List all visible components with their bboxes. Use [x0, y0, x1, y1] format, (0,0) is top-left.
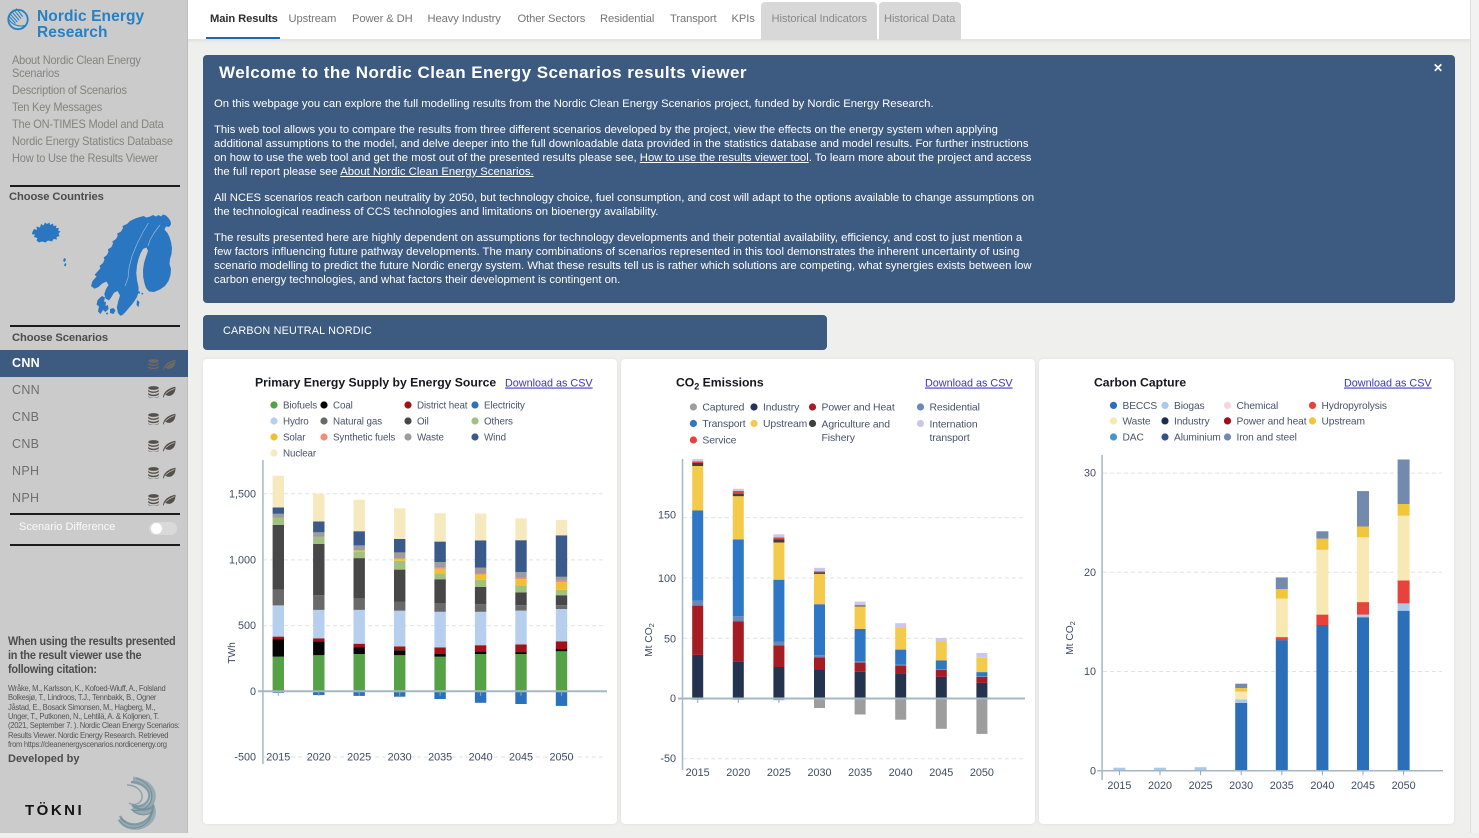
svg-text:2045: 2045 — [1351, 780, 1375, 792]
svg-text:BECCS: BECCS — [1123, 401, 1158, 412]
svg-text:2025: 2025 — [767, 767, 791, 779]
svg-text:2015: 2015 — [686, 767, 710, 779]
svg-text:Fishery: Fishery — [822, 433, 856, 444]
svg-text:Hydro: Hydro — [283, 417, 309, 428]
svg-text:Residential: Residential — [930, 403, 980, 414]
svg-text:Agriculture and: Agriculture and — [822, 419, 891, 430]
svg-text:Nuclear: Nuclear — [283, 449, 317, 460]
svg-text:0: 0 — [250, 686, 256, 698]
svg-text:Iron and steel: Iron and steel — [1237, 433, 1297, 444]
svg-text:500: 500 — [238, 620, 256, 632]
svg-text:10: 10 — [1084, 666, 1096, 678]
svg-text:Carbon Capture: Carbon Capture — [1094, 376, 1186, 390]
svg-text:Natural gas: Natural gas — [333, 417, 382, 428]
svg-text:Aluminium: Aluminium — [1174, 433, 1221, 444]
svg-text:Primary Energy Supply by Energ: Primary Energy Supply by Energy Source — [255, 376, 496, 390]
svg-text:Chemical: Chemical — [1237, 401, 1279, 412]
svg-text:2030: 2030 — [807, 767, 831, 779]
svg-text:Mt CO2: Mt CO2 — [644, 623, 656, 657]
svg-text:2030: 2030 — [388, 752, 412, 764]
svg-text:Oil: Oil — [417, 417, 429, 428]
svg-text:2025: 2025 — [347, 752, 371, 764]
svg-text:2040: 2040 — [469, 752, 493, 764]
svg-text:District heat: District heat — [417, 401, 468, 412]
svg-text:20: 20 — [1084, 567, 1096, 579]
svg-text:2030: 2030 — [1229, 780, 1253, 792]
svg-text:Service: Service — [702, 436, 736, 447]
svg-text:2020: 2020 — [1148, 780, 1172, 792]
svg-text:Hydropyrolysis: Hydropyrolysis — [1322, 401, 1387, 412]
svg-text:2020: 2020 — [307, 752, 331, 764]
svg-text:CO2 Emissions: CO2 Emissions — [676, 376, 764, 392]
svg-text:Download as CSV: Download as CSV — [505, 378, 593, 390]
svg-text:Others: Others — [484, 417, 513, 428]
svg-text:2025: 2025 — [1189, 780, 1213, 792]
svg-text:2035: 2035 — [848, 767, 872, 779]
svg-text:1,000: 1,000 — [229, 555, 256, 567]
svg-text:Industry: Industry — [1174, 417, 1210, 428]
svg-text:Transport: Transport — [702, 419, 745, 430]
svg-text:2050: 2050 — [970, 767, 994, 779]
svg-text:Upstream: Upstream — [1322, 417, 1365, 428]
svg-text:Download as CSV: Download as CSV — [1344, 378, 1432, 390]
svg-text:2035: 2035 — [1270, 780, 1294, 792]
svg-text:0: 0 — [1090, 765, 1096, 777]
svg-text:Power and Heat: Power and Heat — [822, 403, 895, 414]
svg-text:Biofuels: Biofuels — [283, 401, 317, 412]
svg-text:0: 0 — [670, 693, 676, 705]
svg-text:2015: 2015 — [266, 752, 290, 764]
svg-text:DAC: DAC — [1123, 433, 1144, 444]
svg-text:50: 50 — [664, 634, 676, 646]
svg-text:Waste: Waste — [417, 433, 445, 444]
svg-text:Upstream: Upstream — [763, 419, 807, 430]
svg-text:Wind: Wind — [484, 433, 506, 444]
svg-text:Waste: Waste — [1123, 417, 1151, 428]
svg-text:150: 150 — [658, 510, 676, 522]
svg-text:Mt CO2: Mt CO2 — [1065, 621, 1077, 655]
svg-text:Coal: Coal — [333, 401, 353, 412]
svg-text:-500: -500 — [234, 752, 256, 764]
svg-text:2045: 2045 — [929, 767, 953, 779]
svg-text:100: 100 — [658, 573, 676, 585]
svg-text:2020: 2020 — [726, 767, 750, 779]
svg-text:Electricity: Electricity — [484, 401, 525, 412]
svg-text:2050: 2050 — [1392, 780, 1416, 792]
svg-text:Synthetic fuels: Synthetic fuels — [333, 433, 395, 444]
svg-text:Power and heat: Power and heat — [1237, 417, 1307, 428]
svg-text:Internation: Internation — [930, 419, 978, 430]
svg-text:transport: transport — [930, 433, 970, 444]
svg-text:Download as CSV: Download as CSV — [925, 378, 1013, 390]
svg-text:2035: 2035 — [428, 752, 452, 764]
svg-text:Solar: Solar — [283, 433, 306, 444]
svg-text:Industry: Industry — [763, 403, 800, 414]
svg-text:Biogas: Biogas — [1174, 401, 1205, 412]
svg-text:2045: 2045 — [509, 752, 533, 764]
svg-text:2040: 2040 — [1310, 780, 1334, 792]
svg-text:-50: -50 — [660, 753, 676, 765]
svg-text:30: 30 — [1084, 468, 1096, 480]
svg-text:1,500: 1,500 — [229, 488, 256, 500]
svg-text:2050: 2050 — [549, 752, 573, 764]
svg-text:2015: 2015 — [1107, 780, 1131, 792]
svg-text:2040: 2040 — [889, 767, 913, 779]
svg-text:TWh: TWh — [227, 642, 238, 664]
svg-text:Captured: Captured — [702, 403, 744, 414]
